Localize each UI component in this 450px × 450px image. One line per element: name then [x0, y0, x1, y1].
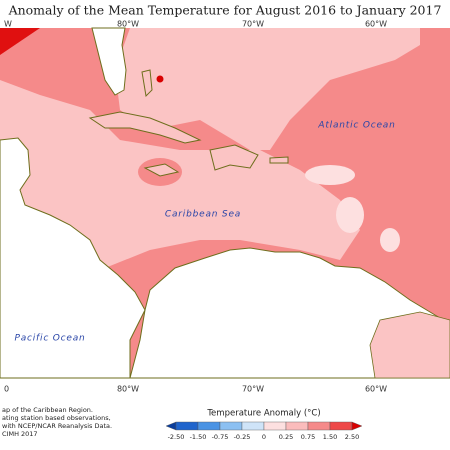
- anomaly-land-patch: [369, 311, 450, 379]
- island-bahamas: [141, 69, 153, 98]
- legend-swatch: [285, 421, 309, 431]
- island-hispaniola: [209, 144, 259, 171]
- legend-swatch: [329, 421, 353, 431]
- legend-title: Temperature Anomaly (°C): [206, 409, 320, 419]
- bottom-lon-label: 60°W: [365, 385, 387, 394]
- title: Anomaly of the Mean Temperature for Augu…: [8, 3, 442, 18]
- island-puerto-rico: [269, 156, 289, 164]
- footer: ap of the Caribbean Region. ating statio…: [2, 406, 112, 438]
- map: [0, 27, 450, 379]
- bottom-lon-label: 0: [4, 385, 9, 394]
- top-lon-label: 60°W: [365, 20, 387, 29]
- legend-tick-label: -0.75: [212, 433, 229, 441]
- sea-label: Pacific Ocean: [14, 334, 85, 344]
- legend-tick-label: -2.50: [168, 433, 185, 441]
- legend-tick-label: 2.50: [345, 433, 359, 441]
- top-lon-label: 70°W: [242, 20, 264, 29]
- longitude-labels: W 80°W 70°W 60°W 0 80°W 70°W 60°W: [4, 20, 387, 394]
- anomaly-hot-corner: [0, 28, 40, 55]
- island-jamaica: [143, 163, 180, 177]
- anomaly-hot-spot: [156, 75, 164, 83]
- legend-swatch: [197, 421, 221, 431]
- legend-swatch: [263, 421, 287, 431]
- anomaly-light-patch: [380, 228, 400, 252]
- legend-tick-label: -1.50: [190, 433, 207, 441]
- footer-line: with NCEP/NCAR Reanalysis Data.: [2, 422, 112, 430]
- footer-line: ap of the Caribbean Region.: [2, 406, 93, 414]
- legend-tick-label: 0: [262, 433, 266, 441]
- legend-tick-label: 0.75: [301, 433, 315, 441]
- anomaly-light-caribbean: [0, 80, 360, 290]
- sea-label: Caribbean Sea: [165, 210, 241, 220]
- legend-swatch: [219, 421, 243, 431]
- land-central-america: [0, 137, 146, 379]
- footer-line: ating station based observations,: [2, 414, 111, 422]
- legend-swatch: [241, 421, 265, 431]
- anomaly-light-patch: [305, 165, 355, 185]
- anomaly-light-patch: [336, 197, 364, 233]
- footer-line: CIMH 2017: [2, 430, 38, 438]
- legend: Temperature Anomaly (°C) -2.50 -1.50 -0.75…: [165, 409, 363, 441]
- top-lon-label: W: [4, 20, 12, 29]
- island-cuba: [88, 111, 202, 144]
- legend-tick-label: 0.25: [279, 433, 293, 441]
- sea-label: Atlantic Ocean: [317, 121, 395, 131]
- bottom-lon-label: 70°W: [242, 385, 264, 394]
- bottom-lon-label: 80°W: [117, 385, 139, 394]
- legend-swatch: [175, 421, 199, 431]
- legend-swatch: [307, 421, 331, 431]
- anomaly-light-north: [115, 28, 420, 150]
- legend-tick-label: -0.25: [234, 433, 251, 441]
- legend-arrow: [351, 421, 363, 431]
- legend-tick-label: 1.50: [323, 433, 337, 441]
- top-lon-label: 80°W: [117, 20, 139, 29]
- land-florida: [91, 27, 127, 96]
- legend-arrow: [165, 421, 177, 431]
